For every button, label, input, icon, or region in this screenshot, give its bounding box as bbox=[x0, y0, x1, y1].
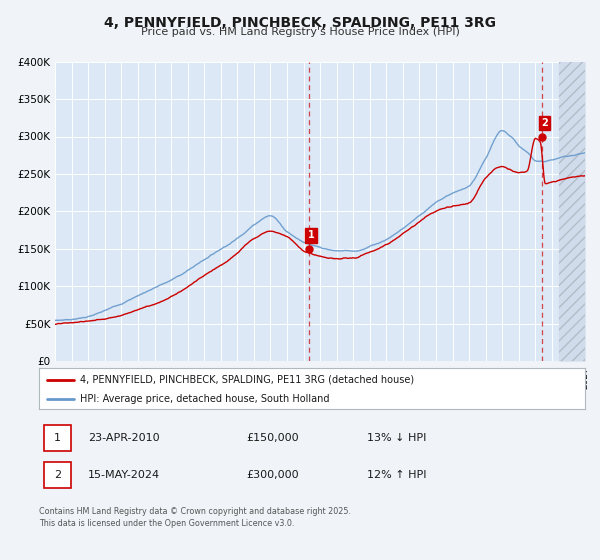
Bar bbox=[559, 62, 585, 361]
Text: 23-APR-2010: 23-APR-2010 bbox=[88, 433, 160, 443]
Text: £300,000: £300,000 bbox=[247, 470, 299, 480]
FancyBboxPatch shape bbox=[44, 425, 71, 451]
Text: HPI: Average price, detached house, South Holland: HPI: Average price, detached house, Sout… bbox=[80, 394, 329, 404]
Text: 4, PENNYFIELD, PINCHBECK, SPALDING, PE11 3RG (detached house): 4, PENNYFIELD, PINCHBECK, SPALDING, PE11… bbox=[80, 375, 414, 385]
Text: 4, PENNYFIELD, PINCHBECK, SPALDING, PE11 3RG: 4, PENNYFIELD, PINCHBECK, SPALDING, PE11… bbox=[104, 16, 496, 30]
Text: 1: 1 bbox=[308, 230, 314, 240]
Text: £150,000: £150,000 bbox=[247, 433, 299, 443]
Text: 12% ↑ HPI: 12% ↑ HPI bbox=[367, 470, 426, 480]
Text: 2: 2 bbox=[54, 470, 61, 480]
Text: 15-MAY-2024: 15-MAY-2024 bbox=[88, 470, 160, 480]
Text: 1: 1 bbox=[54, 433, 61, 443]
FancyBboxPatch shape bbox=[44, 462, 71, 488]
Text: 13% ↓ HPI: 13% ↓ HPI bbox=[367, 433, 426, 443]
Text: Price paid vs. HM Land Registry's House Price Index (HPI): Price paid vs. HM Land Registry's House … bbox=[140, 27, 460, 37]
Text: Contains HM Land Registry data © Crown copyright and database right 2025.
This d: Contains HM Land Registry data © Crown c… bbox=[39, 507, 351, 528]
Text: 2: 2 bbox=[541, 118, 548, 128]
